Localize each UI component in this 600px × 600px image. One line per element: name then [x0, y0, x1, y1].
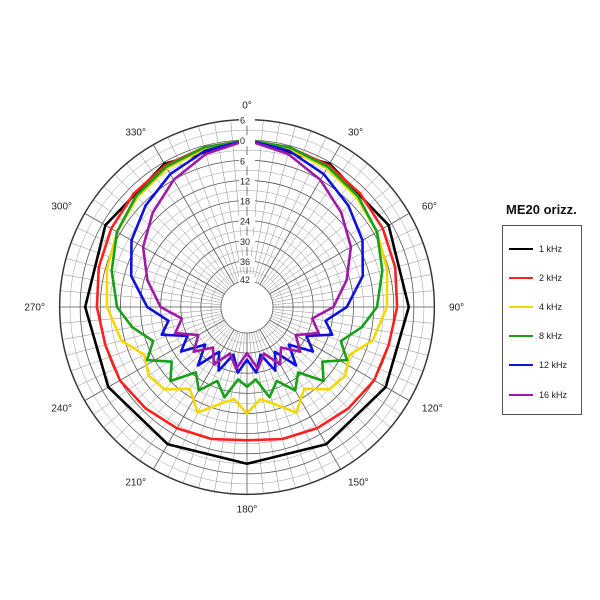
radial-tick-label: 42	[240, 275, 250, 285]
grid-spoke	[62, 311, 222, 340]
angle-label: 60°	[422, 202, 437, 213]
angle-label: 330°	[125, 128, 146, 139]
grid-spoke	[266, 323, 391, 428]
grid-spoke	[71, 315, 223, 372]
grid-spoke	[266, 186, 391, 291]
grid-spoke	[84, 213, 225, 295]
tick-label-bg	[239, 195, 255, 207]
grid-spoke	[62, 274, 222, 303]
angle-label: 120°	[422, 404, 443, 415]
tick-label-bg	[239, 255, 255, 267]
tick-label-bg	[239, 155, 255, 167]
radial-tick-label: 24	[240, 217, 250, 227]
series-line-12khz	[129, 138, 365, 374]
grid-spoke	[114, 325, 229, 440]
series-curves	[83, 138, 411, 466]
legend-item-8khz: 8 kHz	[509, 322, 581, 351]
grid-spoke	[263, 163, 368, 288]
grid-spoke	[167, 330, 237, 477]
angle-label: 300°	[51, 202, 72, 213]
radial-tick-label: 6	[240, 156, 245, 166]
legend-item-1khz: 1 kHz	[509, 234, 581, 263]
tick-label-bg	[239, 175, 255, 187]
series-line-4khz	[105, 138, 389, 415]
grid-spoke	[139, 328, 233, 461]
tick-label-bg	[239, 215, 255, 227]
legend-label: 2 kHz	[539, 272, 563, 283]
tick-label-bg	[239, 274, 255, 285]
grid-spoke	[257, 330, 327, 477]
radial-tick-label: 30	[240, 237, 250, 247]
grid-spoke	[60, 309, 222, 324]
legend-item-16khz: 16 kHz	[509, 380, 581, 409]
legend-item-12khz: 12 kHz	[509, 351, 581, 380]
angle-label: 0°	[242, 101, 252, 112]
grid-spoke	[269, 213, 410, 295]
grid-spoke	[272, 309, 434, 324]
grid-spoke	[251, 332, 280, 492]
series-line-8khz	[110, 138, 384, 399]
grid-spoke	[271, 315, 423, 372]
grid-spoke	[261, 328, 355, 461]
legend-box: 1 kHz 2 kHz 4 kHz 8 kHz 12 kHz 16 kHz	[502, 225, 582, 415]
axis-labels: 0° 30° 60° 90° 120° 150° 180° 210° 240° 270° 300° 3…	[24, 101, 464, 516]
legend-label: 16 kHz	[539, 389, 568, 400]
legend-item-4khz: 4 kHz	[509, 292, 581, 321]
angle-label: 30°	[348, 128, 363, 139]
legend-label: 8 kHz	[539, 331, 563, 342]
legend-swatch	[509, 247, 533, 250]
grid-spoke	[66, 258, 222, 301]
angle-label: 240°	[51, 404, 72, 415]
angle-label: 180°	[237, 505, 258, 516]
grid-ring	[220, 280, 274, 334]
grid-spoke	[268, 321, 401, 415]
grid-spoke	[272, 274, 432, 303]
angle-label: 210°	[125, 477, 146, 488]
grid-spoke	[272, 258, 428, 301]
legend-label: 1 kHz	[539, 243, 563, 254]
grid-spoke	[214, 332, 243, 492]
radial-tick-label: 6	[240, 116, 245, 126]
legend-swatch	[509, 364, 533, 367]
grid-spoke	[93, 321, 226, 415]
radial-tick-label: 12	[240, 176, 250, 186]
grid-spoke	[103, 186, 228, 291]
series-line-2khz	[95, 138, 399, 442]
legend-swatch	[509, 335, 533, 338]
grid-spoke	[249, 120, 264, 282]
series-line-16khz	[141, 138, 353, 371]
legend: ME20 orizz. 1 kHz 2 kHz 4 kHz 8 kHz 12 k…	[502, 202, 582, 415]
grid-spoke	[272, 311, 432, 340]
angle-label: 90°	[449, 303, 464, 314]
tick-label-bg	[239, 235, 255, 247]
legend-item-2khz: 2 kHz	[509, 263, 581, 292]
grid-spoke	[230, 120, 245, 282]
legend-swatch	[509, 276, 533, 279]
grid-spoke	[126, 163, 231, 288]
legend-swatch	[509, 305, 533, 308]
radial-tick-label: 36	[240, 257, 250, 267]
legend-swatch	[509, 393, 533, 396]
angle-label: 270°	[24, 303, 45, 314]
tick-label-bg	[239, 114, 255, 126]
grid-spoke	[265, 325, 380, 440]
legend-label: 12 kHz	[539, 360, 568, 371]
chart-title: ME20 orizz.	[506, 202, 577, 217]
radial-tick-label: 18	[240, 197, 250, 207]
legend-label: 4 kHz	[539, 301, 563, 312]
series-line-1khz	[83, 138, 411, 466]
radial-tick-label: 0	[240, 136, 245, 146]
tick-label-bg	[239, 135, 255, 147]
angle-label: 150°	[348, 477, 369, 488]
grid-spoke	[103, 323, 228, 428]
